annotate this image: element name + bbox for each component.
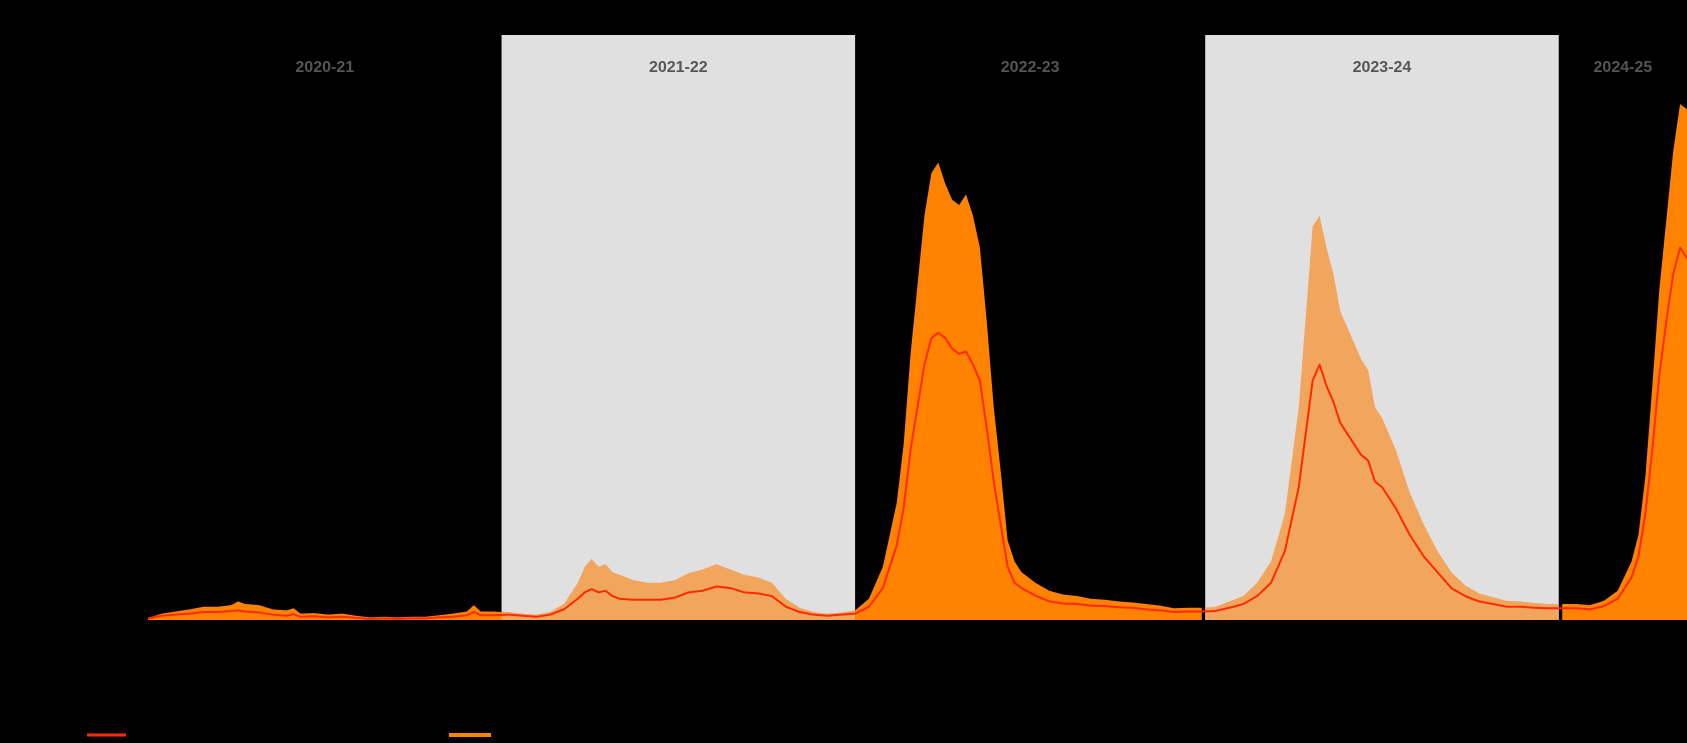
area-series-0-season-2020-21: [148, 601, 502, 620]
legend-swatch-area: [449, 733, 491, 737]
area-series-0-season-2024-25: [1562, 103, 1687, 620]
area-series-0-season-2022-23: [855, 162, 1202, 621]
area-series-0-season-2023-24: [1205, 215, 1559, 620]
legend: [87, 733, 491, 737]
season-bands: [501, 35, 1559, 620]
series-layer: [147, 103, 1687, 621]
season-band-2021-22: [501, 35, 856, 620]
season-label-2023-24: 2023-24: [1353, 59, 1412, 76]
season-label-2022-23: 2022-23: [1001, 59, 1060, 76]
season-label-2024-25: 2024-25: [1594, 59, 1653, 76]
season-label-2021-22: 2021-22: [649, 59, 708, 76]
line-series-0: [147, 246, 1687, 620]
area-series-0-season-2021-22: [501, 558, 856, 620]
season-labels: 2020-21 2021-22 2022-23 2023-24 2024-25: [295, 59, 1652, 76]
season-label-2020-21: 2020-21: [295, 59, 354, 76]
